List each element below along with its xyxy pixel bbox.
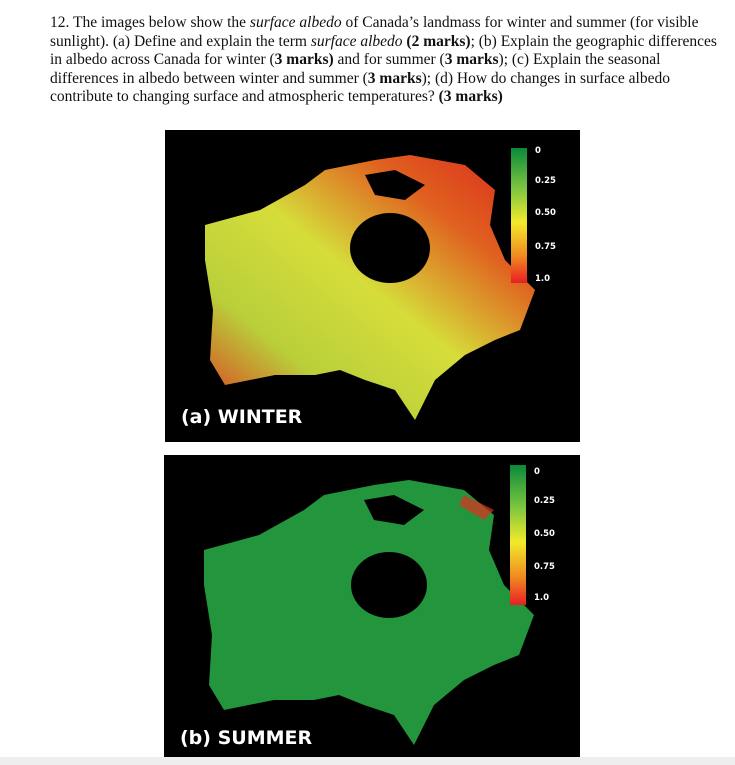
winter-albedo-map: 0 0.25 0.50 0.75 1.0 (a) WINTER <box>165 130 580 442</box>
question-text: 12. The images below show the surface al… <box>50 14 720 107</box>
summer-map-label: (b) SUMMER <box>180 727 313 749</box>
summer-legend-tick: 0.25 <box>534 496 555 506</box>
question-number: 12. <box>50 14 73 31</box>
marks-label: 3 marks) <box>274 51 334 69</box>
summer-legend-tick: 1.0 <box>534 593 550 603</box>
page-bottom-strip <box>0 757 735 765</box>
summer-legend-tick: 0.75 <box>534 562 555 572</box>
winter-map-image <box>205 155 535 420</box>
marks-label: 3 marks <box>444 51 499 69</box>
question-text-segment: ); (d) How do changes in surface albedo … <box>50 69 670 106</box>
question-text-segment: ; (b) Explain the geographic differences… <box>50 32 717 69</box>
summer-legend-tick: 0 <box>534 467 540 477</box>
winter-legend-tick: 0.50 <box>535 208 556 218</box>
winter-legend-tick: 0.75 <box>535 242 556 252</box>
marks-label: (3 marks) <box>438 88 503 106</box>
emphasized-term: surface albedo <box>310 32 403 50</box>
winter-map-label: (a) WINTER <box>181 406 303 428</box>
winter-legend-tick: 0 <box>535 146 541 156</box>
winter-legend-tick: 0.25 <box>535 176 556 186</box>
winter-legend-colorbar <box>511 148 527 283</box>
winter-legend-tick: 1.0 <box>535 274 551 284</box>
marks-label: 3 marks <box>367 69 422 87</box>
summer-map-image <box>204 480 534 745</box>
question-text-segment: The images below show the <box>72 14 250 31</box>
summer-albedo-map: 0 0.25 0.50 0.75 1.0 (b) SUMMER <box>164 455 580 757</box>
summer-legend-colorbar <box>510 465 526 605</box>
question-text-segment: of Canada’s landmass for winter and summ… <box>50 14 699 50</box>
marks-label: (2 marks) <box>406 32 471 50</box>
emphasized-term: surface albedo <box>249 14 342 31</box>
question-text-segment: ); (c) Explain the seasonal differences … <box>50 51 661 87</box>
summer-legend-tick: 0.50 <box>534 529 555 539</box>
question-text-segment: and for summer ( <box>333 51 445 69</box>
